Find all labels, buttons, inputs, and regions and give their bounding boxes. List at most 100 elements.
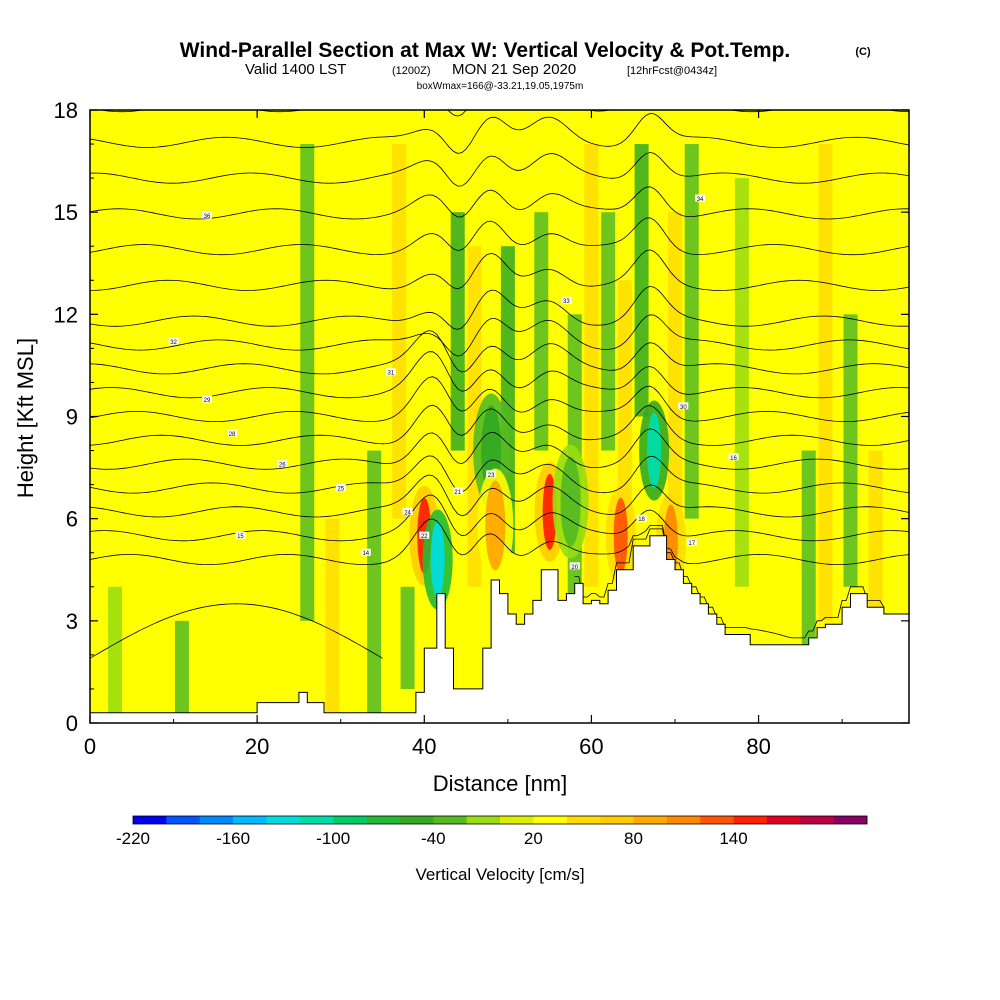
theta-contour: [90, 249, 909, 291]
colorbar-tick-label: 20: [524, 829, 543, 848]
contour-label: 18: [636, 514, 647, 523]
contour-labels: 36 34 33 32 31 30 29 28 26 25 24 23 22 21 20 18 17 16 15 14: [168, 194, 739, 571]
subtitle-valid: Valid 1400 LST: [245, 61, 346, 78]
field-cell: [709, 280, 724, 519]
plot-area: 3634333231302928262524232221201817161514…: [54, 98, 910, 759]
theta-contour: [90, 285, 909, 330]
field-cell: [560, 456, 581, 547]
y-tick-label: 9: [66, 405, 78, 430]
field-cell: [634, 144, 649, 417]
contour-label-box: [277, 460, 288, 468]
x-tick-label: 60: [579, 734, 603, 759]
contour-label-box: [561, 296, 572, 304]
colorbar-tick-label: 80: [624, 829, 643, 848]
theta-contour: [90, 404, 909, 446]
contour-label: 17: [686, 538, 697, 547]
theta-contour: [90, 518, 909, 565]
colorbar-swatch: [633, 816, 668, 824]
x-axis-label: Distance [nm]: [433, 771, 568, 796]
contour-label: 34: [695, 194, 706, 203]
contour-label-box: [678, 402, 689, 410]
contour-label-text: 15: [237, 534, 244, 540]
contour-label-text: 18: [638, 517, 645, 523]
contour-label-box: [402, 507, 413, 515]
contour-label-text: 28: [229, 432, 236, 438]
field-cell: [668, 212, 682, 553]
title-mark: (C): [855, 46, 871, 58]
colorbar-swatch: [199, 816, 234, 824]
colorbar-swatch: [833, 816, 868, 824]
chart-title: Wind-Parallel Section at Max W: Vertical…: [180, 39, 791, 62]
theta-contour: [90, 603, 383, 659]
contour-label-text: 21: [454, 490, 461, 496]
theta-contours: [90, 110, 909, 659]
contour-label: 32: [168, 337, 179, 346]
colorbar-swatch: [466, 816, 501, 824]
contour-label: 21: [452, 487, 463, 496]
field-cell: [818, 144, 833, 621]
contour-label-text: 24: [404, 510, 411, 516]
theta-contour: [90, 494, 909, 542]
x-tick-label: 80: [746, 734, 770, 759]
field-cell: [367, 450, 382, 723]
theta-contour: [90, 186, 909, 220]
colorbar-tick-label: -160: [216, 829, 250, 848]
field-cell: [216, 518, 231, 723]
colorbar-swatch: [666, 816, 701, 824]
contour-label: 36: [202, 211, 212, 220]
contour-label-box: [452, 487, 463, 495]
colorbar-swatch: [566, 816, 601, 824]
contour-label-text: 36: [204, 214, 211, 220]
y-tick-label: 15: [54, 200, 78, 225]
contour-label-text: 29: [204, 398, 211, 404]
field-cell: [601, 212, 616, 451]
y-tick-label: 0: [66, 711, 78, 736]
colorbar-swatch: [700, 816, 734, 824]
colorbar-swatch: [600, 816, 634, 824]
contour-label-box: [235, 531, 246, 539]
contour-label-box: [419, 531, 430, 539]
field-cell: [467, 246, 482, 587]
field-cell: [400, 586, 415, 689]
colorbar-swatch: [733, 816, 768, 824]
colorbar: [132, 815, 868, 825]
contour-label-text: 20: [571, 565, 578, 571]
field-cell: [485, 480, 506, 571]
field-cell: [174, 620, 189, 723]
contour-label-text: 31: [388, 371, 395, 377]
contour-label-text: 16: [730, 456, 737, 462]
contour-label-text: 25: [337, 487, 344, 493]
contour-label-text: 23: [488, 473, 495, 479]
contour-label-box: [202, 211, 212, 219]
contour-label: 23: [486, 470, 497, 479]
theta-contour: [90, 428, 909, 470]
field-cell: [768, 144, 783, 655]
theta-contour: [90, 474, 909, 518]
colorbar-swatch: [366, 816, 401, 824]
field-cell: [868, 450, 883, 655]
field-cell: [325, 518, 340, 723]
field-cell: [684, 144, 699, 519]
colorbar-swatch: [133, 816, 167, 824]
contour-label-box: [385, 368, 396, 376]
colorbar-tick-label: -100: [316, 829, 350, 848]
contour-label-box: [202, 395, 212, 403]
theta-contour: [90, 376, 909, 423]
contour-label: 29: [202, 395, 212, 404]
y-tick-label: 12: [54, 302, 78, 327]
subtitle-fcst: [12hrFcst@0434z]: [627, 65, 717, 77]
contour-label-box: [168, 337, 179, 345]
colorbar-frame: [132, 815, 868, 825]
x-tick-label: 40: [412, 734, 436, 759]
colorbar-label: Vertical Velocity [cm/s]: [415, 865, 584, 884]
contour-label: 26: [277, 460, 288, 469]
contour-label: 22: [419, 531, 430, 540]
contour-label-box: [227, 429, 238, 437]
contour-label-box: [569, 562, 580, 570]
colorbar-swatch: [233, 816, 267, 824]
contour-label: 20: [569, 562, 580, 571]
contour-label-text: 33: [563, 299, 570, 305]
contour-label: 33: [561, 296, 572, 305]
theta-contour: [90, 152, 909, 187]
